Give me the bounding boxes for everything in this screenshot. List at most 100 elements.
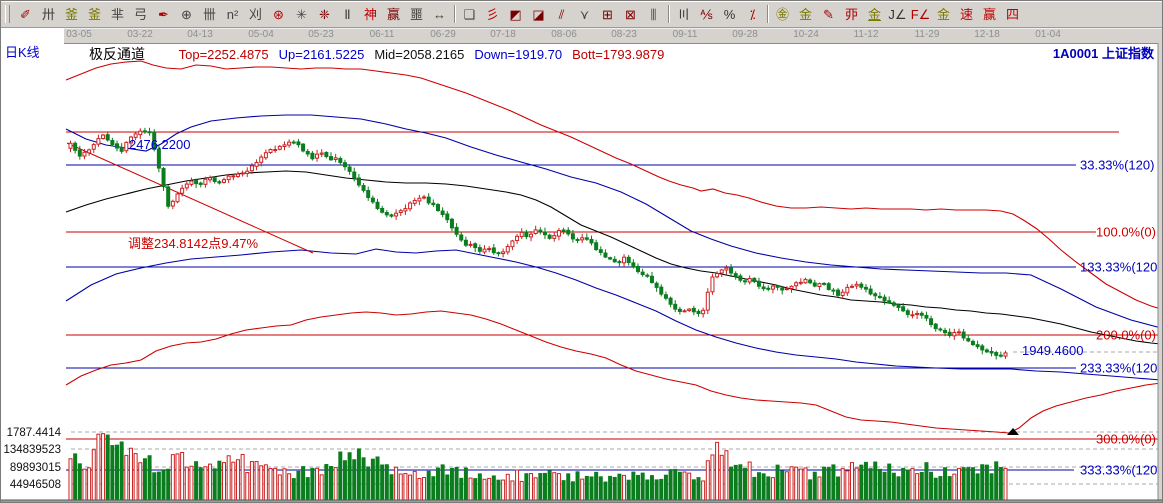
j-angle-icon[interactable]: J∠ xyxy=(888,6,907,22)
ying-tool-icon[interactable]: 赢 xyxy=(386,6,400,22)
volume-bar xyxy=(617,473,622,501)
volume-bar xyxy=(249,461,254,501)
candle-body xyxy=(389,214,394,217)
golden-section-icon[interactable]: 釜 xyxy=(64,6,78,22)
candle-body xyxy=(580,237,585,241)
candle-body xyxy=(245,170,250,174)
candle-body xyxy=(631,262,636,268)
percent-level-label: 233.33%(120) xyxy=(1080,361,1162,376)
vertical-ruler-icon[interactable]: 〣 xyxy=(676,6,690,22)
gold-lines-icon[interactable]: 金 xyxy=(798,6,812,22)
volume-bar xyxy=(682,471,687,501)
candle-body xyxy=(608,257,613,260)
parallel-lines-icon[interactable]: ⫽ xyxy=(558,6,565,22)
indicator-value: Bott=1793.9879 xyxy=(572,47,665,62)
draw-pen-icon[interactable]: ✎ xyxy=(823,6,834,22)
percent-icon[interactable]: % xyxy=(723,6,736,22)
wave-ruler-icon[interactable]: Ⅱ xyxy=(344,6,351,22)
gann-fan-icon[interactable]: 彡 xyxy=(485,6,499,22)
volume-bar xyxy=(529,473,534,501)
volume-bar xyxy=(663,474,668,501)
shaded-triangle2-icon[interactable]: ◪ xyxy=(532,6,545,22)
volume-bar xyxy=(491,475,496,501)
candle-body xyxy=(622,256,627,264)
volume-bar xyxy=(677,471,682,501)
red-grid-boxed-icon[interactable]: ⊠ xyxy=(625,6,636,22)
star-lines-icon[interactable]: ✳ xyxy=(296,6,307,22)
percent-retrace-icon[interactable]: ⅍ xyxy=(700,6,713,22)
speed-angle-icon[interactable]: 速 xyxy=(959,6,973,22)
volume-bar xyxy=(422,477,427,501)
mirror-tool-icon[interactable]: 刈 xyxy=(248,6,262,22)
candle-body xyxy=(124,141,129,152)
spider-web-icon[interactable]: ❈ xyxy=(319,6,330,22)
candle-body xyxy=(291,141,296,144)
cycle-circle-icon[interactable]: ⊕ xyxy=(181,6,192,22)
candle-body xyxy=(454,226,459,235)
dense-grid-icon[interactable]: 噩 xyxy=(409,6,423,22)
gold-circle-icon[interactable]: ㊎ xyxy=(775,6,789,22)
volume-bar xyxy=(710,454,715,501)
date-tick-label: 11-12 xyxy=(853,29,879,40)
candle-body xyxy=(863,286,868,290)
rect-tool-icon[interactable]: ❏ xyxy=(463,6,476,22)
candle-body xyxy=(956,331,961,334)
gann-circle-icon[interactable]: ⊛ xyxy=(273,6,284,22)
volume-bar xyxy=(510,480,515,501)
width-measure-icon[interactable]: ↔ xyxy=(433,6,446,22)
hatch-lines-icon[interactable]: ⫼ xyxy=(650,6,657,22)
gold-underline-icon[interactable]: 金 xyxy=(867,6,881,22)
square-of-nine-icon[interactable]: n² xyxy=(226,6,239,22)
channel-curve-top xyxy=(65,60,1162,310)
shaded-triangle-icon[interactable]: ◩ xyxy=(509,6,522,22)
candle-body xyxy=(989,350,994,354)
toolbar-drag-handle[interactable] xyxy=(5,5,10,23)
volume-bar xyxy=(482,478,487,501)
draw-brush-icon[interactable]: ✐ xyxy=(20,6,31,22)
volume-bar xyxy=(449,467,454,501)
candle-body xyxy=(519,231,524,238)
red-grid-icon[interactable]: ⊞ xyxy=(602,6,613,22)
candle-body xyxy=(594,242,599,250)
wave-overlap-icon[interactable]: 丣 xyxy=(844,6,858,22)
volume-bar xyxy=(784,471,789,501)
percent-lines-icon[interactable]: ⁒ xyxy=(749,6,756,22)
candle-body xyxy=(966,338,971,342)
volume-bar xyxy=(87,467,92,501)
volume-bar xyxy=(966,467,971,501)
volume-bar xyxy=(831,464,836,501)
fibonacci-grid-icon[interactable]: 芈 xyxy=(110,6,124,22)
volume-bar xyxy=(82,468,87,501)
kline-grid-icon[interactable]: 卅 xyxy=(41,6,55,22)
left-scale-label: 1787.4414 xyxy=(7,427,62,439)
arc-tool-icon[interactable]: 弓 xyxy=(133,6,147,22)
candle-body xyxy=(249,165,254,172)
four-angle-icon[interactable]: 四 xyxy=(1005,6,1019,22)
candle-body xyxy=(701,309,706,315)
time-ruler-icon[interactable]: 卌 xyxy=(202,6,216,22)
gold-angle-icon[interactable]: 金 xyxy=(936,6,950,22)
volume-bar xyxy=(194,461,199,501)
volume-bar xyxy=(217,460,222,501)
volume-bar xyxy=(659,478,664,501)
candle-body xyxy=(361,185,366,191)
check-lines-icon[interactable]: ⋎ xyxy=(579,6,590,22)
f-angle-icon[interactable]: F∠ xyxy=(910,6,931,22)
volume-bar xyxy=(822,466,827,501)
volume-bar xyxy=(305,477,310,501)
candle-body xyxy=(603,252,608,258)
candle-body xyxy=(724,267,729,271)
volume-bar xyxy=(412,470,417,501)
candle-body xyxy=(738,275,743,281)
ying-angle-icon[interactable]: 赢 xyxy=(982,6,996,22)
indicator-value: Top=2252.4875 xyxy=(178,47,269,62)
candle-body xyxy=(794,282,799,287)
candle-body xyxy=(73,142,78,151)
shen-tool-icon[interactable]: 神 xyxy=(363,6,377,22)
volume-bar xyxy=(929,471,934,501)
pen-tool-icon[interactable]: ✒ xyxy=(158,6,169,22)
golden-spiral-icon[interactable]: 釜 xyxy=(87,6,101,22)
date-axis-strip[interactable]: 03-05 03-22 04-13 05-04 05-23 06-11 06-29 07-18… xyxy=(64,28,1162,44)
candle-body xyxy=(761,286,766,290)
